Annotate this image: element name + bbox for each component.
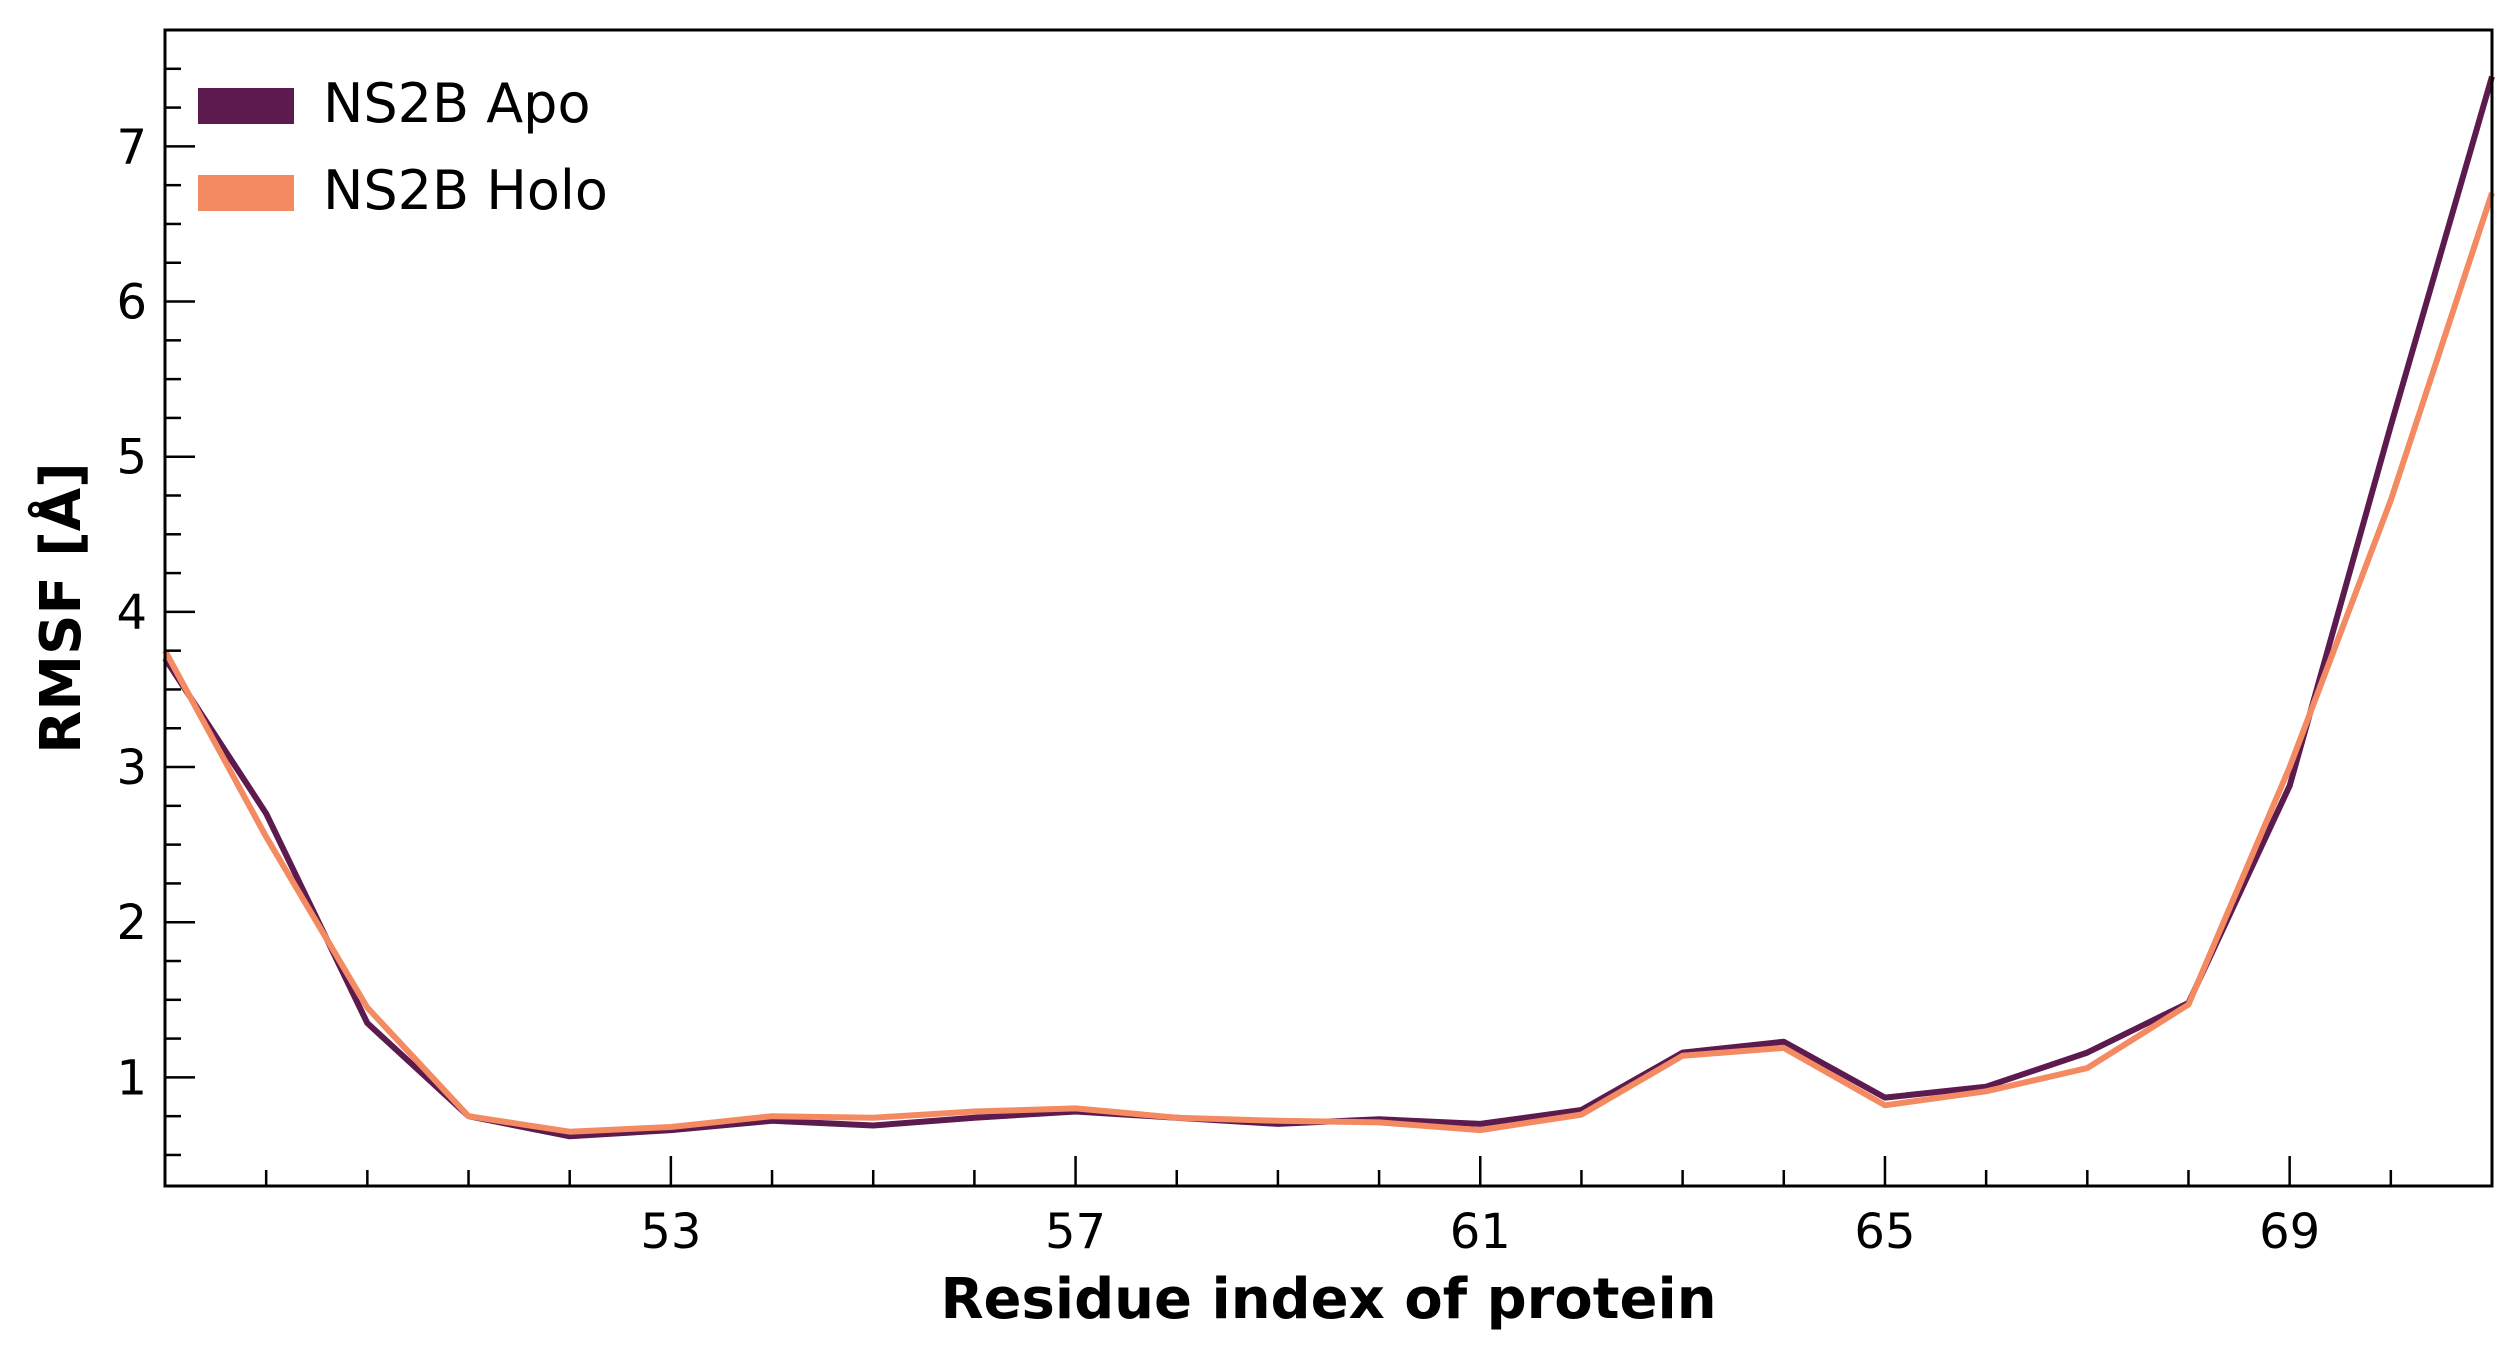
x-axis-title: Residue index of protein	[940, 1267, 1716, 1332]
legend-label: NS2B Apo	[323, 72, 591, 135]
legend: NS2B Apo NS2B Holo	[198, 72, 608, 222]
y-tick-label: 3	[116, 740, 147, 796]
x-tick-label: 57	[1045, 1204, 1106, 1260]
x-tick-label: 53	[640, 1204, 701, 1260]
y-tick-label: 5	[116, 430, 147, 486]
legend-label: NS2B Holo	[323, 159, 608, 222]
y-tick-label: 4	[116, 585, 147, 641]
x-tick-label: 65	[1854, 1204, 1915, 1260]
y-tick-label: 2	[116, 895, 147, 951]
x-tick-label: 61	[1450, 1204, 1511, 1260]
legend-swatch	[198, 88, 294, 124]
y-tick-label: 1	[116, 1050, 147, 1106]
tick-layer	[163, 28, 2494, 1186]
tick-label-layer: 53 57 61 65 69 1 2 3 4 5 6 7	[116, 119, 2320, 1260]
plot-frame	[163, 28, 2494, 1188]
series-layer	[162, 75, 2495, 1140]
y-tick-label: 6	[116, 275, 147, 331]
y-tick-label: 7	[116, 119, 147, 175]
y-axis-title: RMSF [Å]	[28, 462, 94, 753]
series-line-holo	[162, 191, 2495, 1135]
legend-swatch	[198, 175, 294, 211]
x-tick-label: 69	[2259, 1204, 2320, 1260]
series-line-apo	[162, 75, 2495, 1140]
